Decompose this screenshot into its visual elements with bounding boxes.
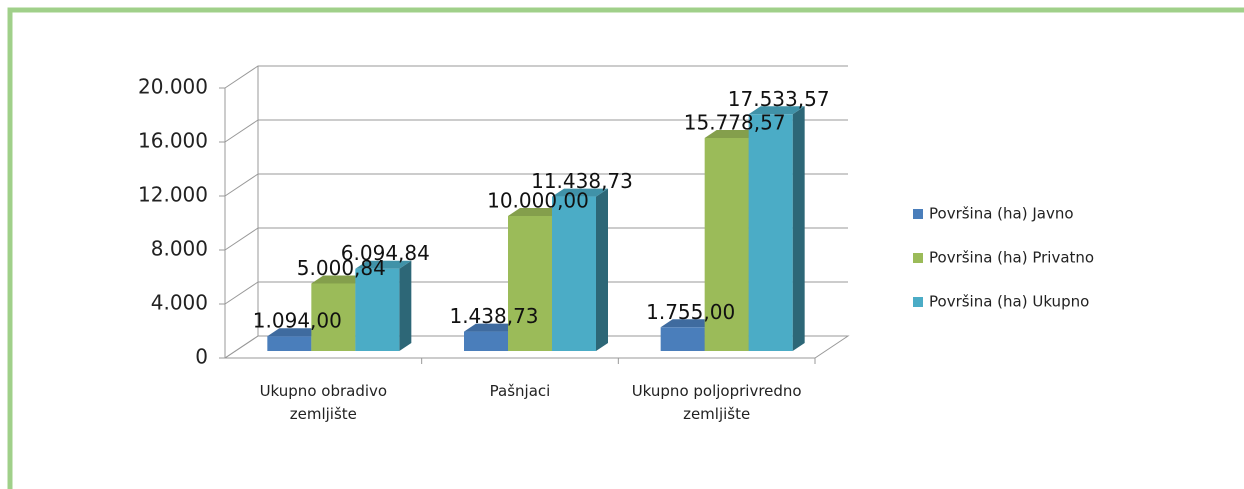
grid-line — [224, 281, 848, 305]
data-label: 10.000,00 — [487, 189, 589, 213]
data-label: 1.438,73 — [449, 304, 538, 328]
data-label: 1.755,00 — [646, 300, 735, 324]
bar — [748, 114, 793, 351]
bar-top — [311, 275, 368, 284]
data-label: 11.438,73 — [531, 169, 633, 193]
bar — [267, 336, 312, 351]
y-tick-label: 4.000 — [151, 291, 208, 315]
frame — [7, 7, 1244, 489]
x-tick-label: Pašnjaci — [489, 382, 551, 400]
grid-line — [224, 227, 848, 251]
x-tick-label: Ukupno obradivo zemljište — [259, 382, 388, 423]
bar — [311, 283, 356, 351]
grid-line — [224, 335, 848, 359]
bar — [464, 331, 508, 351]
bar-top — [704, 129, 761, 138]
legend-label: Površina (ha) Javno — [929, 205, 1074, 223]
data-label: 17.533,57 — [728, 87, 830, 111]
bar-side — [596, 188, 608, 351]
bar-top — [267, 328, 324, 337]
bar — [355, 268, 400, 351]
bar-top — [464, 323, 520, 332]
bar — [704, 137, 749, 351]
bar-top — [748, 106, 805, 115]
data-label: 1.094,00 — [253, 309, 342, 333]
data-label: 6.094,84 — [341, 241, 430, 265]
x-tick-label: Ukupno poljoprivredno zemljište — [631, 382, 802, 423]
bar-side — [792, 106, 805, 351]
legend-swatch — [913, 253, 923, 263]
bar-top — [552, 188, 608, 197]
legend-label: Površina (ha) Ukupno — [929, 293, 1089, 311]
grid-line — [224, 119, 848, 143]
y-tick-label: 0 — [195, 345, 208, 369]
y-tick-label: 8.000 — [151, 237, 208, 261]
data-label: 5.000,84 — [297, 256, 386, 280]
bar-top — [355, 260, 412, 269]
y-tick-label: 12.000 — [138, 183, 208, 207]
y-tick-label: 20.000 — [138, 75, 208, 99]
bar-side — [399, 260, 412, 351]
y-tick-label: 16.000 — [138, 129, 208, 153]
bar — [508, 216, 552, 351]
legend-swatch — [913, 209, 923, 219]
bar — [660, 327, 705, 351]
grid-line — [224, 65, 848, 89]
legend-swatch — [913, 297, 923, 307]
legend-label: Površina (ha) Privatno — [929, 249, 1094, 267]
bar — [552, 196, 596, 351]
data-label: 15.778,57 — [684, 110, 786, 134]
grid-line — [224, 173, 848, 197]
bar-top — [508, 208, 564, 216]
bar-top — [660, 319, 717, 328]
